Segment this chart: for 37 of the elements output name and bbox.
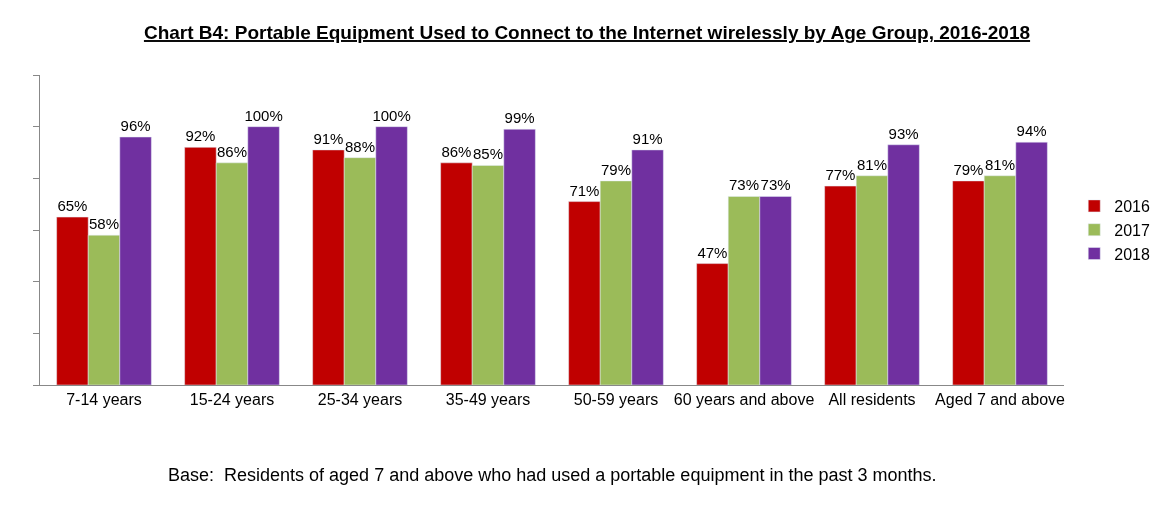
data-label: 86% — [441, 142, 472, 160]
x-tick-label: Aged 7 and above — [935, 391, 1066, 409]
data-label: 88% — [344, 137, 376, 155]
data-label: 58% — [88, 215, 120, 233]
legend-label: 2017 — [1114, 221, 1150, 239]
data-label: 86% — [216, 142, 248, 160]
x-tick-label: 25-34 years — [317, 391, 403, 409]
data-label: 99% — [504, 109, 535, 127]
x-tick-label: 15-24 years — [189, 391, 275, 409]
data-label: 81% — [984, 155, 1016, 173]
data-label: 77% — [825, 166, 856, 184]
data-label: 65% — [57, 197, 88, 215]
x-tick-label: 35-49 years — [445, 391, 531, 409]
data-label: 81% — [856, 155, 888, 173]
data-label: 96% — [120, 117, 151, 134]
x-tick-label: All residents — [828, 391, 916, 409]
data-label: 79% — [600, 160, 632, 178]
chart-title: Chart B4: Portable Equipment Used to Connect to the Internet wirelessly by Age Group, 2016-2018 — [143, 22, 1031, 44]
data-label: 100% — [372, 106, 411, 124]
data-label: 100% — [244, 106, 283, 124]
data-label: 91% — [632, 129, 663, 147]
x-tick-label: 7-14 years — [66, 391, 142, 409]
data-label: 85% — [472, 145, 504, 163]
data-label: 73% — [728, 176, 760, 194]
data-label: 92% — [185, 127, 216, 145]
text: Base: Residents of aged 7 and above who had used a portable equipment in the past 3 months. — [168, 465, 937, 485]
data-label: 79% — [953, 160, 984, 178]
data-label: 47% — [697, 243, 728, 261]
x-tick-label: 50-59 years — [573, 391, 659, 409]
legend-label: 2016 — [1114, 198, 1150, 216]
data-label: 91% — [313, 129, 344, 147]
data-label: 73% — [760, 176, 791, 194]
data-label: 71% — [569, 181, 600, 199]
x-tick-label: 60 years and above — [673, 391, 815, 409]
data-label: 93% — [888, 124, 919, 142]
legend-label: 2018 — [1114, 245, 1150, 263]
data-label: 94% — [1016, 122, 1047, 140]
